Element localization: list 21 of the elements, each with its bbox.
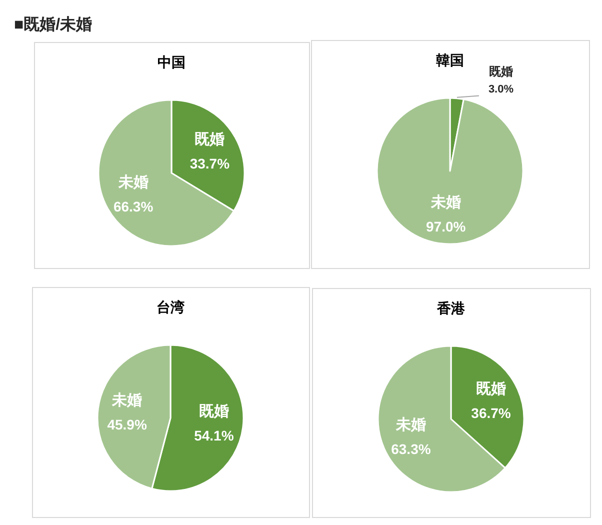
- data-label: 33.7%: [190, 156, 230, 172]
- data-label: 36.7%: [471, 405, 512, 422]
- slice-label: 未婚: [430, 194, 461, 212]
- slice-label: 未婚: [394, 416, 426, 434]
- data-label: 54.1%: [194, 428, 234, 444]
- text: ■既婚/未婚: [14, 16, 92, 34]
- data-label: 97.0%: [426, 218, 466, 235]
- slice-label: 未婚: [111, 392, 142, 409]
- chart-title: 中国: [158, 54, 186, 70]
- data-label: 63.3%: [391, 440, 432, 457]
- data-label: 66.3%: [113, 198, 154, 214]
- slice-label: 未婚: [117, 174, 148, 191]
- chart-title: 韓国: [436, 52, 464, 68]
- slice-label: 既婚: [476, 380, 506, 398]
- slice-label: 既婚: [194, 131, 225, 148]
- data-label: 45.9%: [107, 416, 148, 432]
- slice-label: 既婚: [488, 64, 513, 79]
- chart-title: 台湾: [156, 299, 184, 315]
- slice-label: 既婚: [198, 403, 229, 420]
- chart-title: 香港: [436, 300, 466, 316]
- data-label: 3.0%: [488, 84, 514, 96]
